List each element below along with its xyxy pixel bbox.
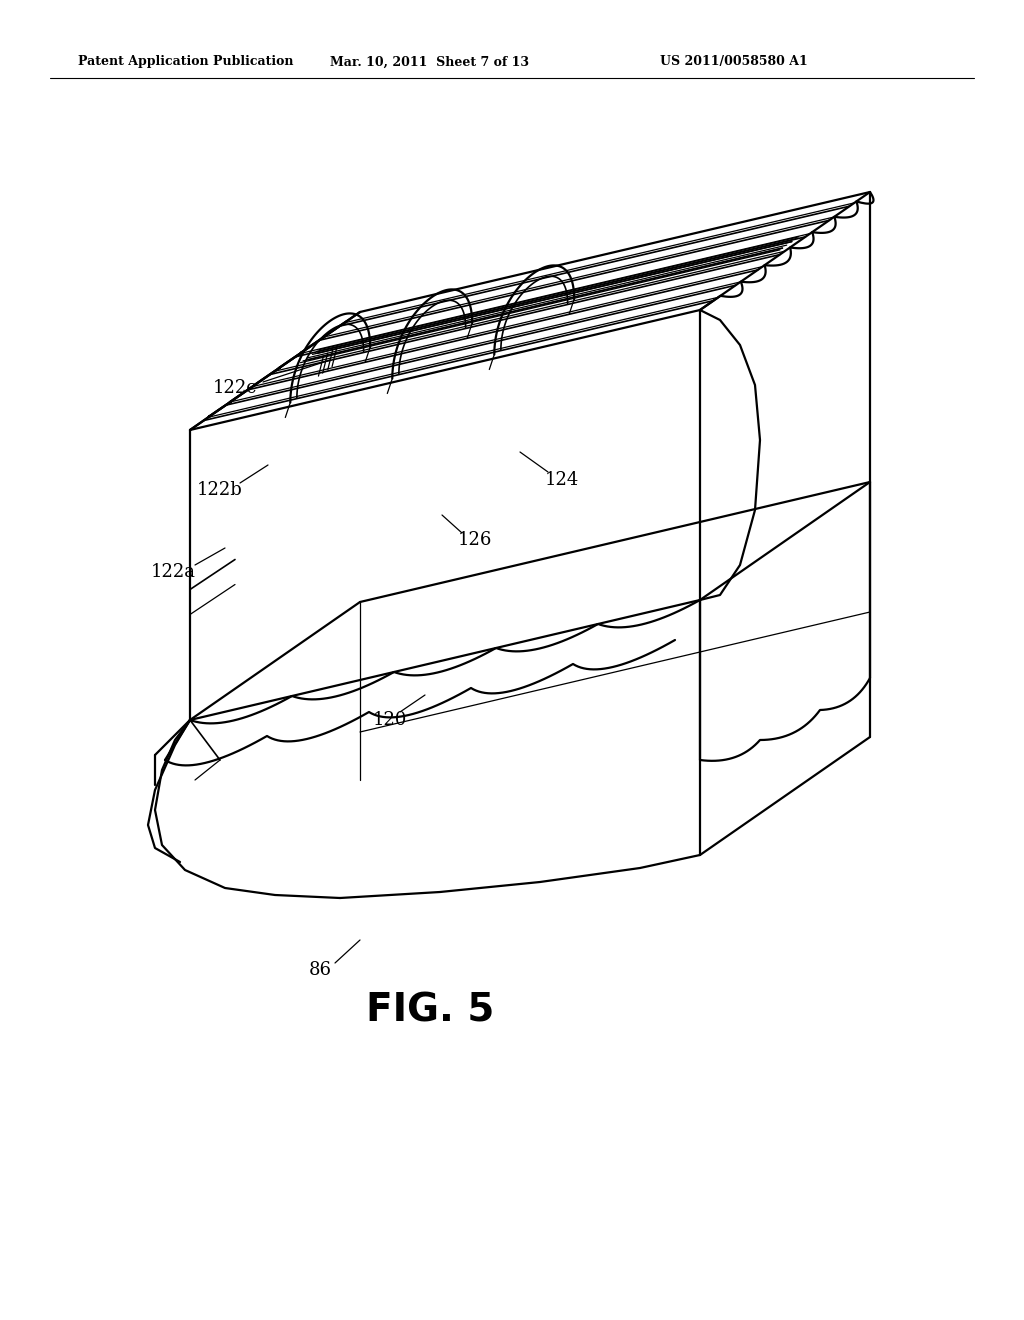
Text: 86: 86 (308, 961, 332, 979)
Text: 120: 120 (373, 711, 408, 729)
Text: FIG. 5: FIG. 5 (366, 991, 495, 1030)
Text: 122c: 122c (213, 379, 257, 397)
Text: 124: 124 (545, 471, 580, 488)
Text: 122b: 122b (198, 480, 243, 499)
Text: US 2011/0058580 A1: US 2011/0058580 A1 (660, 55, 808, 69)
Text: 126: 126 (458, 531, 493, 549)
Text: Patent Application Publication: Patent Application Publication (78, 55, 294, 69)
Text: Mar. 10, 2011  Sheet 7 of 13: Mar. 10, 2011 Sheet 7 of 13 (331, 55, 529, 69)
Text: 122a: 122a (151, 564, 196, 581)
